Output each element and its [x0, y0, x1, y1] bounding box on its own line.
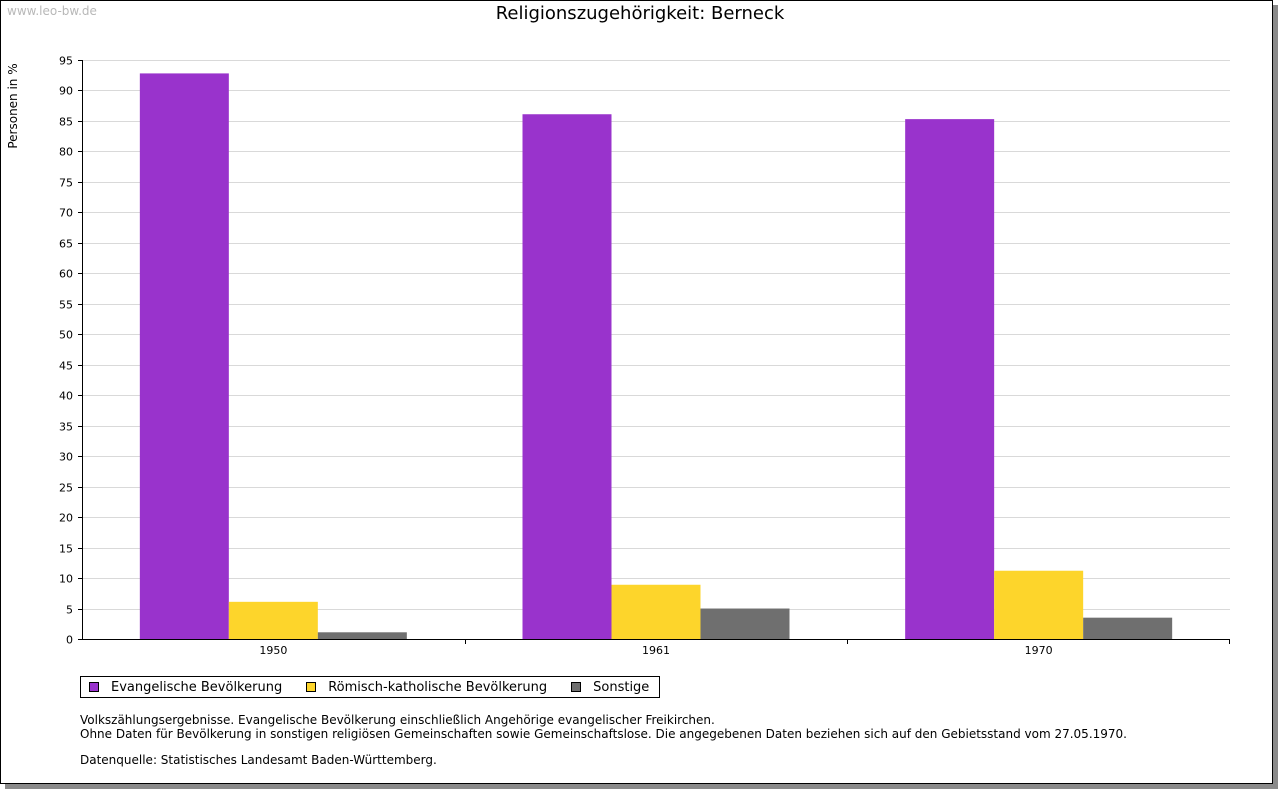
note-line-2: Ohne Daten für Bevölkerung in sonstigen …: [80, 727, 1127, 741]
y-tick-label: 15: [59, 543, 73, 556]
y-tick-label: 55: [59, 299, 73, 312]
y-tick-label: 65: [59, 238, 73, 251]
y-tick-label: 40: [59, 390, 73, 403]
y-tick-label: 5: [66, 604, 73, 617]
y-tick-label: 0: [66, 634, 73, 647]
bar-1950-evangelische-bevölkerung: [139, 73, 229, 639]
legend-item-evangelisch: Evangelische Bevölkerung: [89, 680, 282, 695]
y-tick-label: 95: [59, 55, 73, 68]
y-tick-label: 85: [59, 116, 73, 129]
note-line-1: Volkszählungsergebnisse. Evangelische Be…: [80, 713, 715, 727]
y-tick-label: 20: [59, 512, 73, 525]
y-tick-label: 80: [59, 146, 73, 159]
x-tick-label: 1970: [1025, 644, 1053, 657]
y-tick-label: 50: [59, 329, 73, 342]
legend: Evangelische Bevölkerung Römisch-katholi…: [80, 676, 661, 698]
legend-item-sonstige: Sonstige: [571, 680, 649, 695]
legend-label-evangelisch: Evangelische Bevölkerung: [111, 679, 283, 695]
y-tick-label: 70: [59, 207, 73, 220]
legend-swatch-katholisch: [306, 682, 317, 692]
y-tick-label: 75: [59, 177, 73, 190]
bar-1950-sonstige: [317, 632, 407, 639]
bar-1950-römisch-katholische-bevölkerung: [228, 601, 318, 639]
y-tick-label: 90: [59, 85, 73, 98]
legend-swatch-evangelisch: [89, 682, 99, 692]
data-source: Datenquelle: Statistisches Landesamt Bad…: [80, 753, 437, 767]
legend-item-katholisch: Römisch-katholische Bevölkerung: [306, 680, 547, 695]
bar-1970-evangelische-bevölkerung: [905, 119, 995, 639]
bar-1970-römisch-katholische-bevölkerung: [994, 570, 1084, 639]
chart-notes: Volkszählungsergebnisse. Evangelische Be…: [80, 713, 1127, 767]
legend-swatch-sonstige: [571, 682, 582, 692]
y-tick-label: 30: [59, 451, 73, 464]
y-tick-label: 60: [59, 268, 73, 281]
x-tick-label: 1950: [259, 644, 287, 657]
chart-title: Religionszugehörigkeit: Berneck: [495, 3, 785, 24]
bar-1970-sonstige: [1083, 617, 1173, 639]
x-tick-label: 1961: [642, 644, 670, 657]
watermark: www.leo-bw.de: [7, 4, 97, 18]
y-tick-label: 35: [59, 421, 73, 434]
legend-label-katholisch: Römisch-katholische Bevölkerung: [328, 679, 548, 695]
y-tick-label: 25: [59, 482, 73, 495]
bar-1961-römisch-katholische-bevölkerung: [611, 584, 701, 639]
bar-chart: 0 5 10 15 20 25 30 35 40 45 50 55 60 65 70 75 80 85 90 95 19…: [59, 55, 1230, 657]
y-tick-label: 10: [59, 573, 73, 586]
bar-1961-evangelische-bevölkerung: [522, 114, 612, 639]
y-tick-label: 45: [59, 360, 73, 373]
legend-label-sonstige: Sonstige: [593, 679, 650, 695]
bar-1961-sonstige: [700, 608, 790, 639]
